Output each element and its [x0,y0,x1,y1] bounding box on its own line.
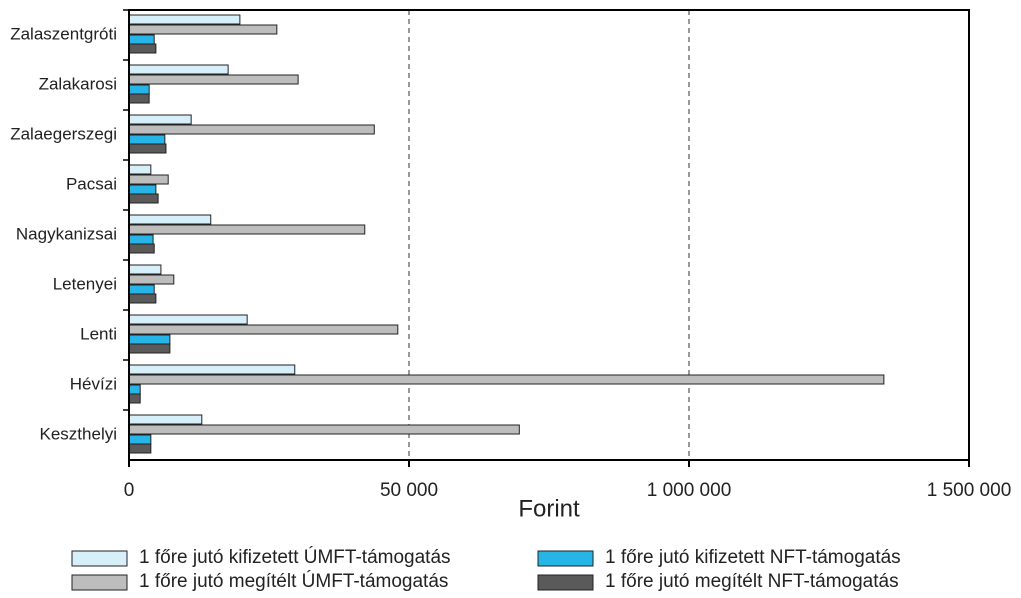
bar [128,74,299,85]
bar [128,293,157,304]
plot-frame [128,9,970,461]
legend-swatch [537,550,594,567]
x-axis-title: Forint [518,495,580,522]
bar [128,164,152,175]
bar [128,343,171,354]
category-label: Keszthelyi [40,424,117,443]
legend-label: 1 főre jutó megítélt ÚMFT-támogatás [139,570,448,592]
category-label: Lenti [80,324,117,343]
bar [128,443,152,454]
category-label: Nagykanizsai [16,224,117,243]
bar [128,14,241,25]
bar [128,274,175,285]
legend-swatch [71,550,128,567]
bar [128,93,150,104]
bar [128,234,154,245]
legend-label: 1 főre jutó kifizetett ÚMFT-támogatás [139,546,451,568]
x-tick-label: 1 000 000 [647,480,732,501]
bar [128,134,166,145]
legend-swatch [537,574,594,591]
category-label: Pacsai [66,174,117,193]
x-tick-label: 50 000 [380,480,438,501]
bar [128,34,155,45]
category-label: Hévízi [70,374,117,393]
bar [128,224,366,235]
category-label: Zalakarosi [39,74,117,93]
bar [128,424,520,435]
bar [128,114,192,125]
bar [128,24,278,35]
bar [128,284,155,295]
bar [128,264,162,275]
legend-label: 1 főre jutó megítélt NFT-támogatás [605,571,899,592]
x-tick-label: 0 [124,480,135,501]
bar [128,84,150,95]
legend-label: 1 főre jutó kifizetett NFT-támogatás [605,547,901,568]
bar [128,434,152,445]
bar [128,43,157,54]
bar [128,364,296,375]
bar [128,214,212,225]
category-label: Zalaegerszegi [10,124,117,143]
bar [128,174,169,185]
bar [128,184,157,195]
bar [128,334,171,345]
bar [128,374,885,385]
bar [128,414,203,425]
x-tick-label: 1 500 000 [927,480,1012,501]
bar [128,124,375,135]
bar [128,393,141,404]
bar [128,384,141,395]
bar [128,64,229,75]
bar [128,243,155,254]
bar [128,314,248,325]
bar [128,193,159,204]
legend-swatch [71,574,128,591]
bar [128,143,167,154]
category-label: Zalaszentgróti [10,24,117,43]
bar [128,324,399,335]
category-label: Letenyei [53,274,117,293]
